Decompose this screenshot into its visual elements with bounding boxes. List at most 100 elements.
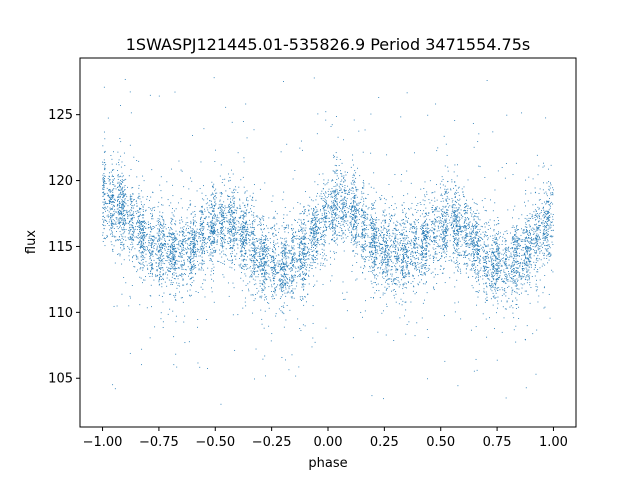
data-point bbox=[480, 225, 482, 227]
data-point bbox=[294, 170, 296, 171]
data-point bbox=[375, 256, 377, 258]
data-point bbox=[104, 138, 106, 140]
data-point bbox=[304, 264, 306, 266]
data-point bbox=[252, 199, 254, 201]
data-point bbox=[201, 192, 203, 194]
data-point bbox=[235, 209, 237, 211]
data-point bbox=[323, 218, 325, 220]
data-point bbox=[201, 267, 203, 269]
data-point bbox=[455, 217, 457, 219]
data-point bbox=[522, 249, 524, 251]
data-point bbox=[486, 285, 487, 287]
data-point bbox=[174, 268, 176, 270]
data-point bbox=[426, 236, 428, 238]
data-point bbox=[306, 269, 307, 271]
data-point bbox=[537, 260, 539, 262]
data-point bbox=[339, 211, 341, 213]
data-point bbox=[431, 227, 433, 229]
data-point bbox=[334, 241, 336, 242]
data-point bbox=[242, 307, 244, 309]
data-point bbox=[498, 265, 500, 266]
data-point bbox=[536, 223, 537, 225]
data-point bbox=[369, 251, 370, 253]
data-point bbox=[162, 277, 164, 279]
data-point bbox=[171, 245, 173, 247]
data-point bbox=[237, 314, 239, 316]
data-point bbox=[384, 242, 386, 243]
data-point bbox=[261, 265, 263, 267]
data-point bbox=[497, 234, 499, 236]
data-point bbox=[174, 257, 176, 259]
data-point bbox=[430, 221, 432, 223]
data-point bbox=[525, 248, 527, 250]
data-point bbox=[158, 229, 160, 231]
data-point bbox=[259, 224, 261, 226]
data-point bbox=[517, 241, 519, 243]
data-point bbox=[156, 245, 158, 247]
data-point bbox=[492, 265, 494, 267]
data-point bbox=[543, 209, 545, 211]
data-point bbox=[415, 291, 417, 293]
data-point bbox=[281, 241, 282, 243]
data-point bbox=[542, 223, 544, 225]
data-point bbox=[536, 239, 538, 241]
data-point bbox=[348, 190, 350, 192]
data-point bbox=[524, 259, 526, 261]
data-point bbox=[110, 155, 112, 156]
data-point bbox=[214, 241, 216, 243]
data-point bbox=[317, 227, 319, 229]
data-point bbox=[123, 239, 124, 241]
data-point bbox=[424, 235, 426, 237]
data-point bbox=[206, 242, 208, 244]
data-point bbox=[107, 117, 109, 119]
data-point bbox=[452, 211, 454, 213]
data-point bbox=[526, 215, 528, 217]
data-point bbox=[364, 259, 366, 261]
data-point bbox=[169, 232, 171, 234]
data-point bbox=[408, 246, 410, 248]
data-point bbox=[336, 156, 338, 158]
data-point bbox=[512, 236, 514, 237]
data-point bbox=[404, 254, 406, 255]
data-point bbox=[459, 255, 460, 257]
data-point bbox=[211, 231, 213, 233]
data-point bbox=[300, 219, 302, 221]
data-point bbox=[538, 295, 540, 297]
data-point bbox=[332, 209, 333, 211]
data-point bbox=[207, 202, 209, 204]
data-point bbox=[464, 203, 465, 205]
data-point bbox=[477, 252, 478, 253]
data-point bbox=[422, 259, 424, 261]
data-point bbox=[423, 231, 425, 233]
data-point bbox=[189, 268, 191, 269]
data-point bbox=[128, 215, 130, 217]
data-point bbox=[373, 223, 375, 225]
data-point bbox=[405, 275, 406, 277]
data-point bbox=[194, 245, 196, 247]
data-point bbox=[397, 277, 399, 279]
data-point bbox=[329, 257, 331, 259]
data-point bbox=[291, 257, 293, 259]
data-point bbox=[372, 238, 374, 240]
data-point bbox=[138, 250, 140, 251]
data-point bbox=[386, 238, 387, 240]
data-point bbox=[282, 280, 284, 282]
data-point bbox=[477, 222, 478, 224]
data-point bbox=[451, 221, 453, 223]
data-point bbox=[273, 271, 274, 273]
data-point bbox=[459, 231, 461, 233]
data-point bbox=[485, 262, 487, 264]
data-point bbox=[102, 145, 104, 147]
data-point bbox=[422, 252, 424, 253]
data-point bbox=[503, 261, 505, 263]
data-point bbox=[180, 169, 182, 171]
data-point bbox=[510, 256, 512, 258]
data-point bbox=[292, 260, 294, 262]
data-point bbox=[276, 284, 278, 286]
data-point bbox=[142, 232, 144, 234]
data-point bbox=[139, 229, 140, 231]
data-point bbox=[143, 250, 145, 252]
data-point bbox=[284, 280, 286, 282]
data-point bbox=[301, 254, 303, 256]
data-point bbox=[363, 222, 365, 224]
